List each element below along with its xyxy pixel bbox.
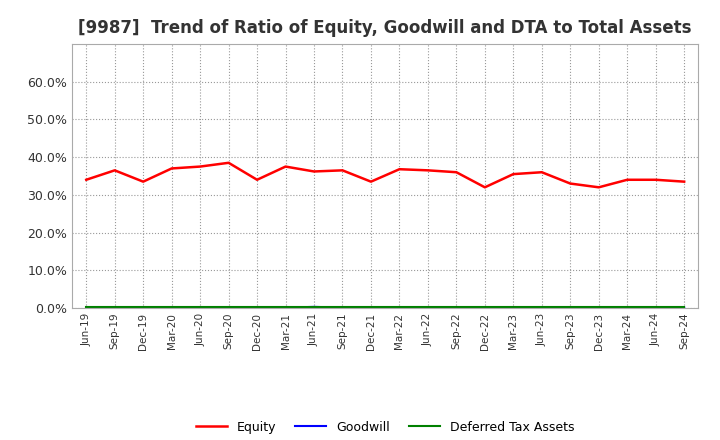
Goodwill [423, 305, 432, 310]
Goodwill [480, 305, 489, 310]
Deferred Tax Assets [595, 304, 603, 310]
Deferred Tax Assets [423, 304, 432, 310]
Goodwill [595, 305, 603, 310]
Equity [82, 177, 91, 183]
Goodwill [196, 305, 204, 310]
Deferred Tax Assets [395, 304, 404, 310]
Goodwill [509, 305, 518, 310]
Equity [338, 168, 347, 173]
Equity [253, 177, 261, 183]
Deferred Tax Assets [139, 304, 148, 310]
Goodwill [395, 305, 404, 310]
Deferred Tax Assets [253, 304, 261, 310]
Line: Goodwill: Goodwill [86, 307, 684, 308]
Goodwill [680, 305, 688, 310]
Line: Equity: Equity [86, 163, 684, 187]
Goodwill [566, 305, 575, 310]
Deferred Tax Assets [196, 304, 204, 310]
Deferred Tax Assets [509, 304, 518, 310]
Goodwill [338, 305, 347, 310]
Equity [395, 167, 404, 172]
Goodwill [366, 305, 375, 310]
Deferred Tax Assets [110, 304, 119, 310]
Deferred Tax Assets [537, 304, 546, 310]
Deferred Tax Assets [680, 304, 688, 310]
Equity [167, 166, 176, 171]
Equity [196, 164, 204, 169]
Goodwill [652, 305, 660, 310]
Title: [9987]  Trend of Ratio of Equity, Goodwill and DTA to Total Assets: [9987] Trend of Ratio of Equity, Goodwil… [78, 19, 692, 37]
Goodwill [139, 305, 148, 310]
Deferred Tax Assets [310, 304, 318, 310]
Equity [225, 160, 233, 165]
Goodwill [282, 305, 290, 310]
Legend: Equity, Goodwill, Deferred Tax Assets: Equity, Goodwill, Deferred Tax Assets [191, 416, 580, 439]
Equity [282, 164, 290, 169]
Goodwill [452, 305, 461, 310]
Goodwill [310, 304, 318, 309]
Deferred Tax Assets [652, 304, 660, 310]
Equity [652, 177, 660, 183]
Equity [595, 185, 603, 190]
Equity [566, 181, 575, 186]
Equity [423, 168, 432, 173]
Equity [452, 169, 461, 175]
Deferred Tax Assets [480, 304, 489, 310]
Equity [623, 177, 631, 183]
Goodwill [225, 305, 233, 310]
Goodwill [167, 305, 176, 310]
Goodwill [253, 305, 261, 310]
Deferred Tax Assets [623, 304, 631, 310]
Deferred Tax Assets [452, 304, 461, 310]
Equity [366, 179, 375, 184]
Deferred Tax Assets [167, 304, 176, 310]
Deferred Tax Assets [366, 304, 375, 310]
Equity [680, 179, 688, 184]
Equity [310, 169, 318, 174]
Deferred Tax Assets [282, 304, 290, 310]
Goodwill [82, 305, 91, 310]
Goodwill [623, 305, 631, 310]
Equity [509, 172, 518, 177]
Deferred Tax Assets [82, 304, 91, 310]
Goodwill [110, 305, 119, 310]
Goodwill [537, 305, 546, 310]
Deferred Tax Assets [225, 304, 233, 310]
Equity [537, 169, 546, 175]
Equity [110, 168, 119, 173]
Equity [139, 179, 148, 184]
Equity [480, 185, 489, 190]
Deferred Tax Assets [338, 304, 347, 310]
Deferred Tax Assets [566, 304, 575, 310]
